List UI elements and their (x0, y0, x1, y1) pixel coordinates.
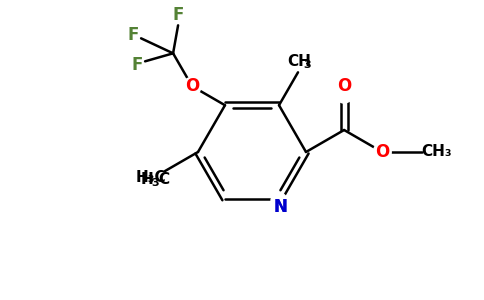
Text: N: N (273, 198, 287, 216)
Text: C: C (159, 172, 170, 187)
Text: O: O (375, 143, 389, 161)
Circle shape (335, 85, 353, 103)
Text: H₃C: H₃C (136, 169, 166, 184)
Text: N: N (273, 198, 287, 216)
Text: H: H (141, 172, 153, 187)
Text: CH₃: CH₃ (421, 145, 452, 160)
Text: F: F (127, 26, 139, 44)
Text: O: O (185, 77, 199, 95)
Circle shape (373, 143, 391, 161)
Text: F: F (172, 6, 184, 24)
Text: F: F (131, 56, 143, 74)
Circle shape (271, 193, 287, 209)
Text: 3: 3 (303, 60, 311, 70)
Text: 3: 3 (151, 178, 159, 188)
Text: CH: CH (287, 54, 311, 69)
Text: O: O (337, 77, 351, 95)
Circle shape (183, 77, 201, 95)
